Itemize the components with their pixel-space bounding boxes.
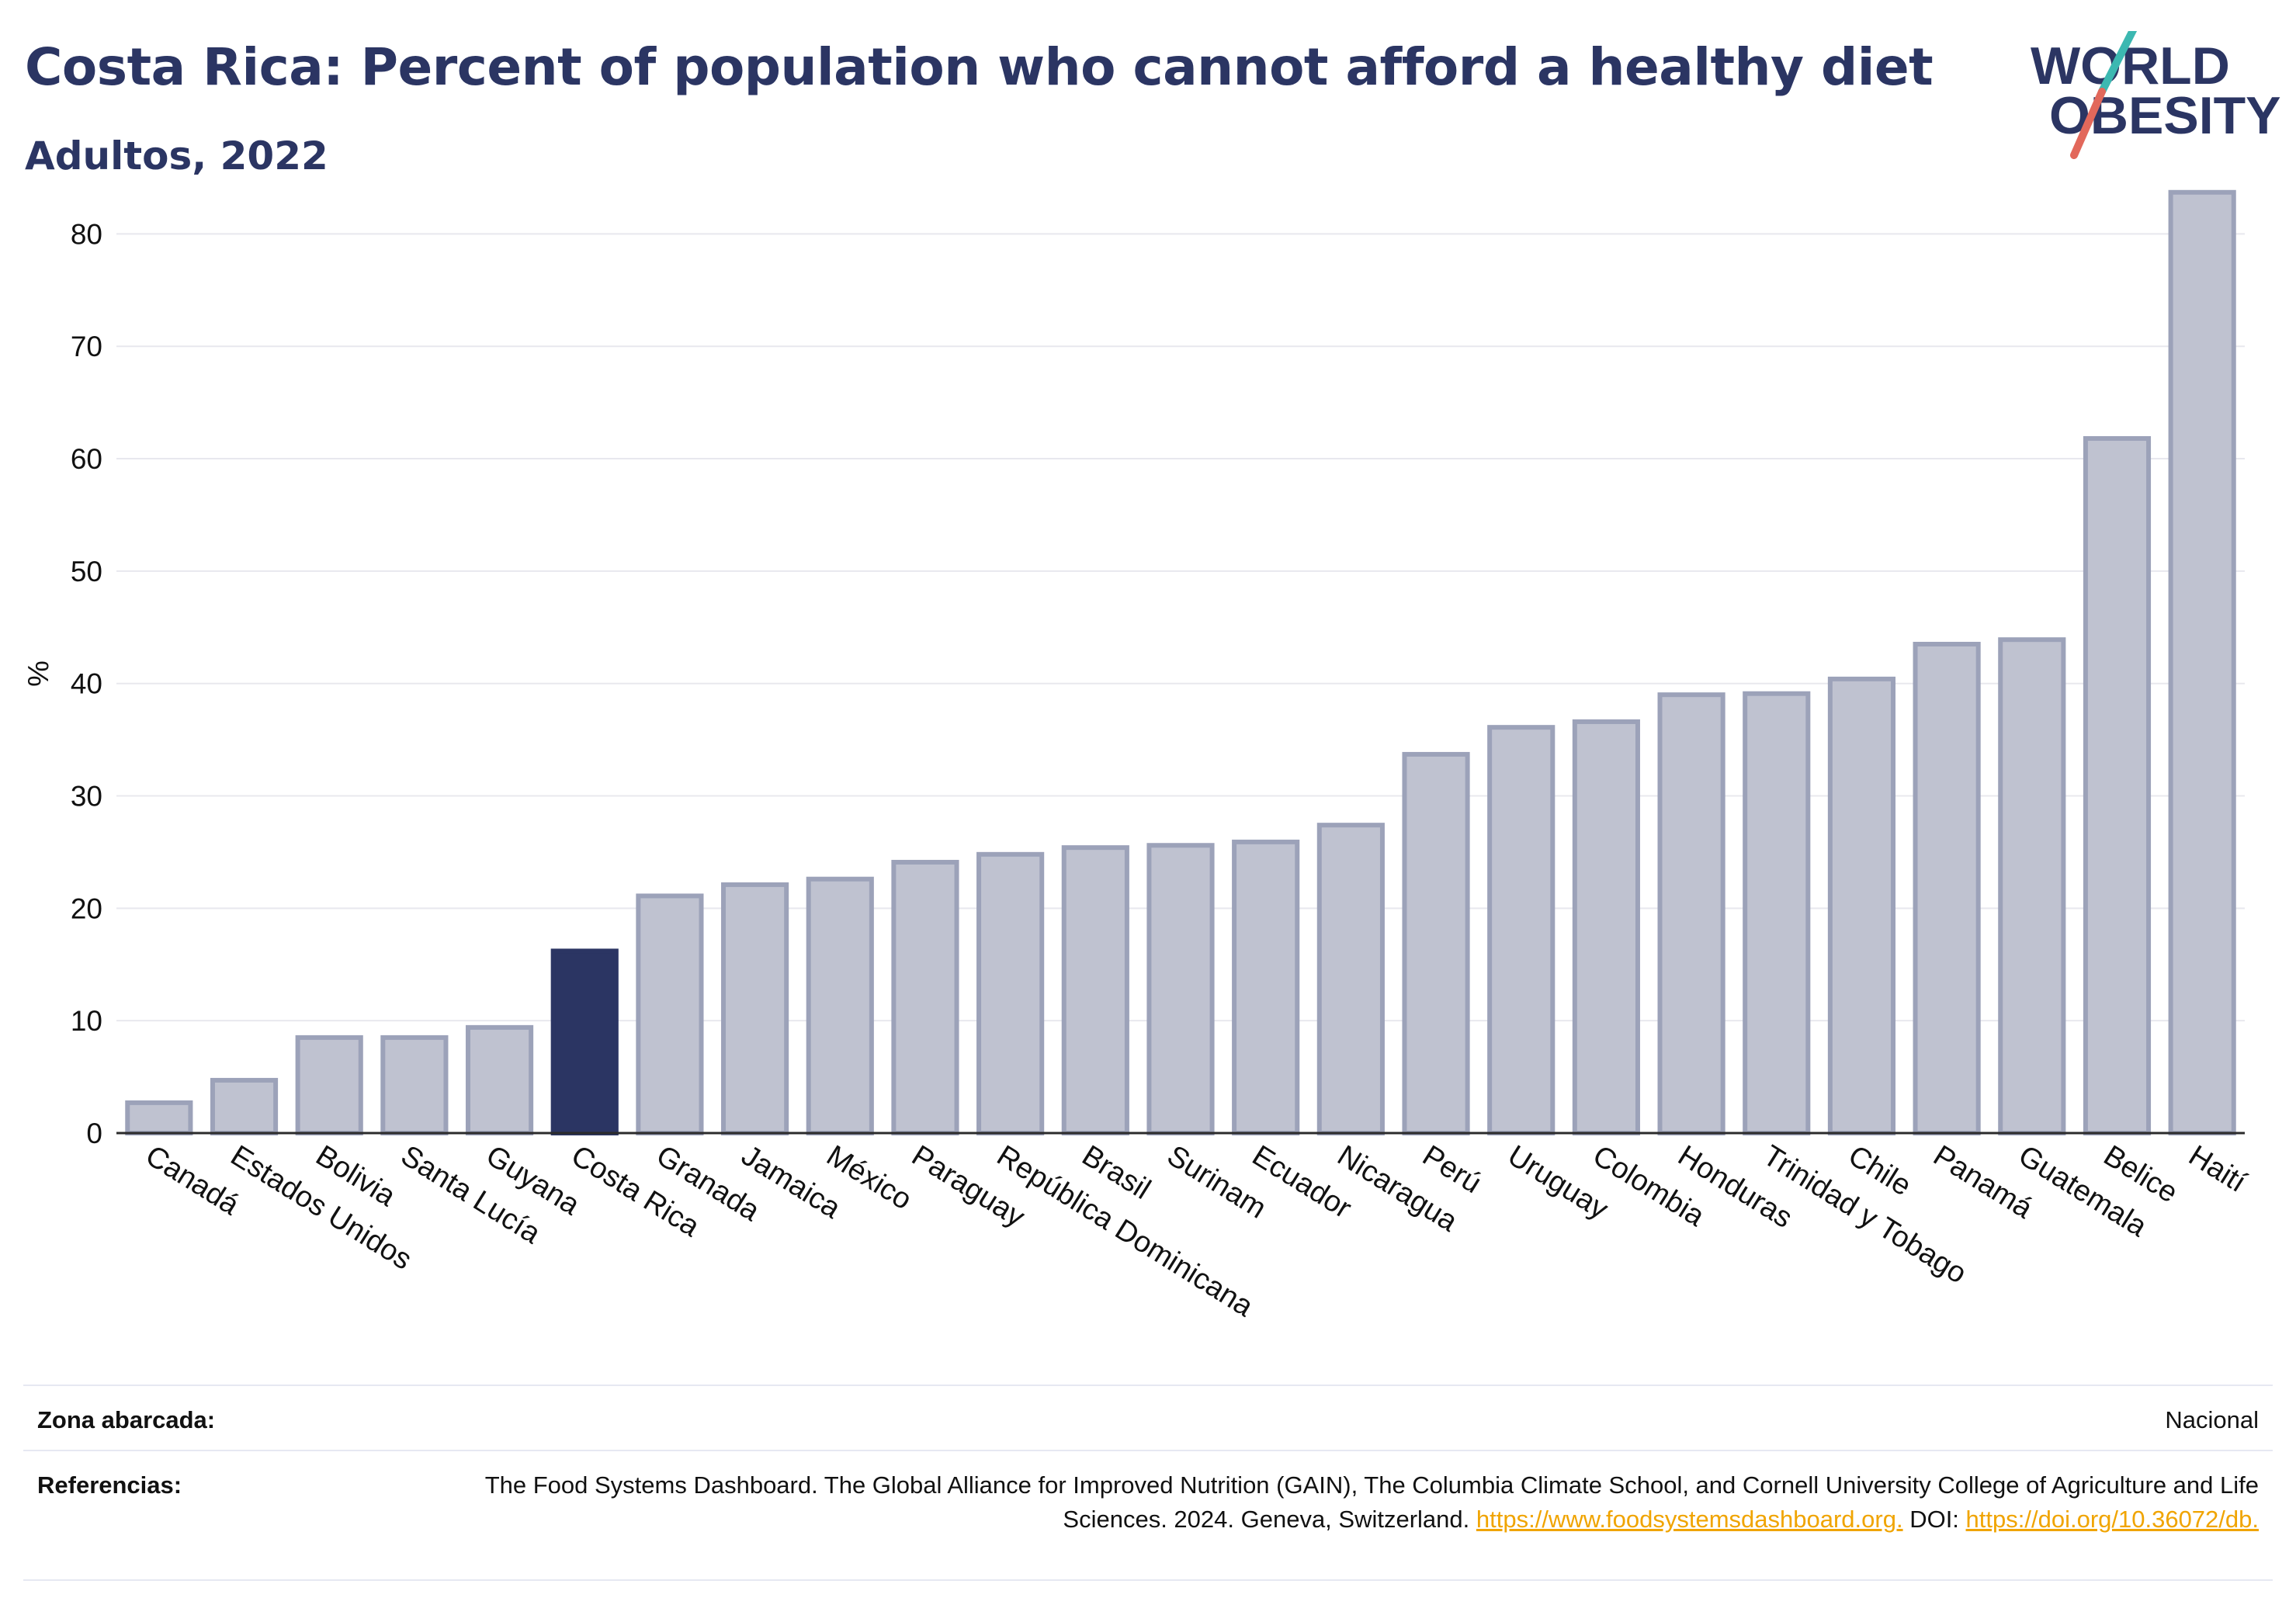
y-tick-label: 60 xyxy=(71,443,102,475)
zone-value: Nacional xyxy=(2165,1406,2259,1433)
logo-line1: WORLD xyxy=(2031,36,2230,95)
bars xyxy=(125,189,2236,1136)
bar xyxy=(1316,823,1385,1135)
zone-label: Zona abarcada: xyxy=(37,1406,216,1433)
bar xyxy=(125,1100,193,1136)
chart-title: Costa Rica: Percent of population who ca… xyxy=(25,37,1934,97)
bar xyxy=(1232,839,1300,1136)
y-tick-label: 50 xyxy=(71,556,102,587)
bar xyxy=(210,1077,279,1135)
y-tick-label: 80 xyxy=(71,218,102,250)
bar xyxy=(806,876,874,1136)
bar xyxy=(1487,725,1556,1135)
zone-row: Zona abarcada: Nacional xyxy=(23,1389,2273,1451)
bar xyxy=(2168,189,2236,1136)
bar xyxy=(1998,637,2066,1135)
bar xyxy=(380,1035,449,1136)
world-obesity-logo: WORLD OBESITY xyxy=(2018,23,2282,171)
references-text: The Food Systems Dashboard. The Global A… xyxy=(484,1471,2259,1533)
y-tick-label: 0 xyxy=(86,1118,102,1149)
bar xyxy=(1743,691,1811,1135)
references-text-block: The Food Systems Dashboard. The Global A… xyxy=(473,1468,2259,1537)
bar xyxy=(1572,719,1640,1135)
references-row: Referencias: The Food Systems Dashboard.… xyxy=(23,1453,2273,1577)
bar xyxy=(295,1035,363,1136)
doi-link[interactable]: https://doi.org/10.36072/db. xyxy=(1965,1506,2259,1533)
bar xyxy=(891,859,959,1136)
bar xyxy=(2083,435,2152,1135)
y-tick-label: 70 xyxy=(71,331,102,362)
y-axis-ticks: 0 10 20 30 40 50 60 70 80 xyxy=(71,218,102,1149)
dashboard-link[interactable]: https://www.foodsystemsdashboard.org. xyxy=(1476,1506,1903,1533)
bar xyxy=(1402,751,1470,1135)
y-tick-label: 40 xyxy=(71,668,102,700)
bar xyxy=(1827,676,1896,1135)
doi-label: DOI: xyxy=(1909,1506,1959,1533)
y-tick-label: 10 xyxy=(71,1005,102,1037)
bar xyxy=(1657,692,1725,1135)
footer-divider-top xyxy=(23,1385,2273,1386)
bar xyxy=(636,893,704,1136)
bar xyxy=(976,851,1045,1136)
y-tick-label: 20 xyxy=(71,892,102,924)
bar xyxy=(1146,843,1215,1135)
x-tick-label: Canadá xyxy=(140,1139,245,1222)
x-tick-label: Haití xyxy=(2183,1139,2252,1199)
y-tick-label: 30 xyxy=(71,781,102,813)
footer-divider-middle xyxy=(23,1450,2273,1451)
bar xyxy=(721,882,789,1135)
bar xyxy=(465,1024,534,1135)
y-axis-title: % xyxy=(23,660,55,687)
footer-divider-bottom xyxy=(23,1579,2273,1581)
references-label: Referencias: xyxy=(37,1471,182,1499)
bar xyxy=(1061,845,1129,1135)
bar xyxy=(1913,642,1981,1135)
chart-subtitle: Adultos, 2022 xyxy=(25,133,328,178)
bar-highlighted xyxy=(550,948,619,1135)
